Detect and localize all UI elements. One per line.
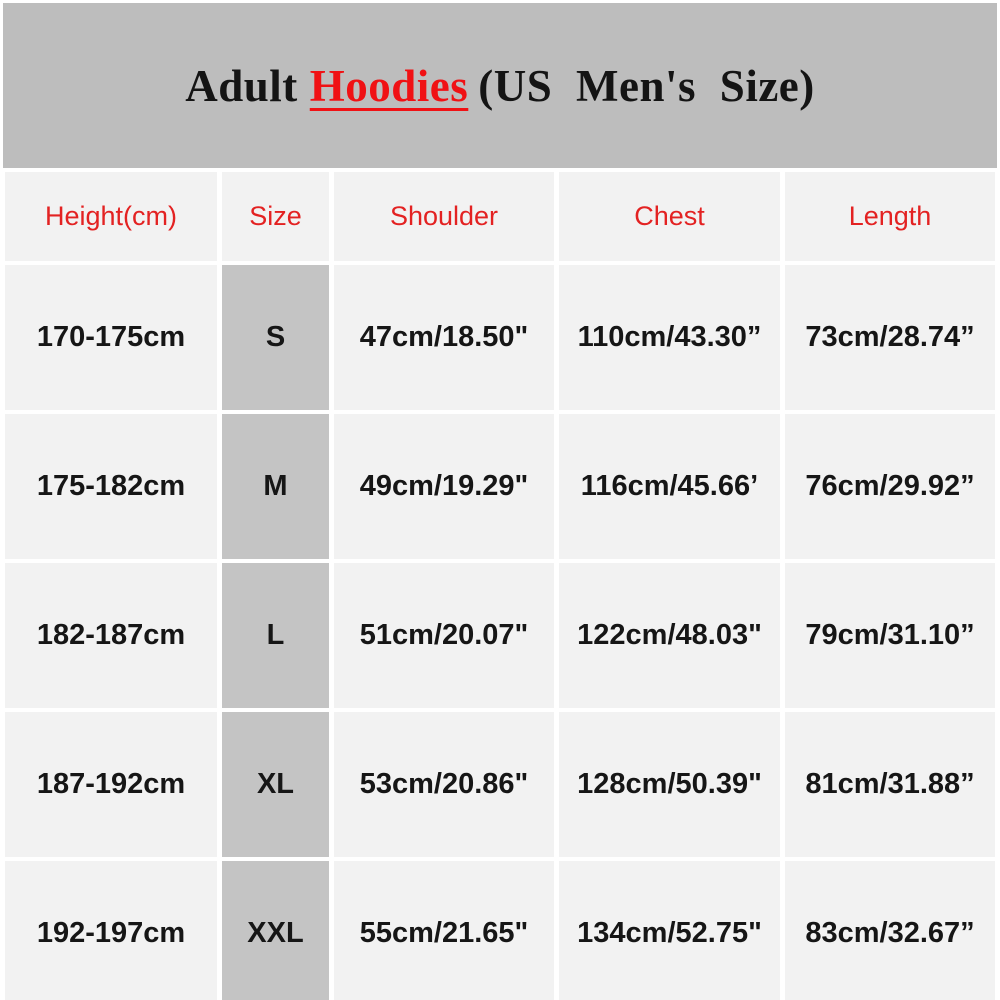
size-cell: XL [222,712,329,857]
length-cell: 81cm/31.88” [785,712,995,857]
column-header-shoulder: Shoulder [334,172,554,261]
table-row: 175-182cm M 49cm/19.29" 116cm/45.66’ 76c… [5,414,995,559]
size-cell: XXL [222,861,329,1000]
size-cell: S [222,265,329,410]
length-cell: 79cm/31.10” [785,563,995,708]
title-highlight: Hoodies [309,60,469,111]
shoulder-cell: 53cm/20.86" [334,712,554,857]
chest-cell: 128cm/50.39" [559,712,780,857]
header-row: Height(cm) Size Shoulder Chest Length [5,172,995,261]
page-title: Adult Hoodies (US Men's Size) [185,60,815,112]
chest-cell: 116cm/45.66’ [559,414,780,559]
column-header-size: Size [222,172,329,261]
title-banner: Adult Hoodies (US Men's Size) [3,3,997,168]
shoulder-cell: 55cm/21.65" [334,861,554,1000]
length-cell: 83cm/32.67” [785,861,995,1000]
chest-cell: 134cm/52.75" [559,861,780,1000]
shoulder-cell: 51cm/20.07" [334,563,554,708]
shoulder-cell: 47cm/18.50" [334,265,554,410]
table-row: 170-175cm S 47cm/18.50" 110cm/43.30” 73c… [5,265,995,410]
height-cell: 187-192cm [5,712,217,857]
size-cell: M [222,414,329,559]
table-row: 192-197cm XXL 55cm/21.65" 134cm/52.75" 8… [5,861,995,1000]
table-row: 187-192cm XL 53cm/20.86" 128cm/50.39" 81… [5,712,995,857]
chest-cell: 122cm/48.03" [559,563,780,708]
height-cell: 182-187cm [5,563,217,708]
table-row: 182-187cm L 51cm/20.07" 122cm/48.03" 79c… [5,563,995,708]
column-header-height: Height(cm) [5,172,217,261]
size-cell: L [222,563,329,708]
length-cell: 76cm/29.92” [785,414,995,559]
column-header-length: Length [785,172,995,261]
column-header-chest: Chest [559,172,780,261]
title-prefix: Adult [185,60,298,111]
height-cell: 175-182cm [5,414,217,559]
height-cell: 170-175cm [5,265,217,410]
height-cell: 192-197cm [5,861,217,1000]
title-suffix: (US Men's Size) [478,60,815,111]
shoulder-cell: 49cm/19.29" [334,414,554,559]
chest-cell: 110cm/43.30” [559,265,780,410]
size-chart-table: Height(cm) Size Shoulder Chest Length 17… [0,168,1000,1000]
length-cell: 73cm/28.74” [785,265,995,410]
